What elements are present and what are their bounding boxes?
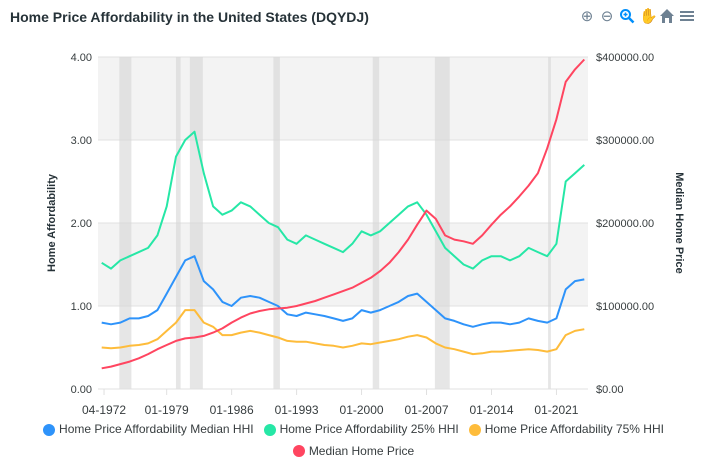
legend-marker (263, 423, 276, 436)
series-line-3 (101, 58, 586, 370)
recession-band (372, 57, 380, 389)
zoom-in-icon[interactable]: ⊕ (580, 8, 594, 25)
legend-label: Median Home Price (308, 443, 415, 458)
y-tick-label: 2.00 (71, 218, 92, 230)
y-tick-label: 1.00 (71, 301, 92, 313)
recession-band (119, 57, 132, 389)
x-tick-label: 04-1972 (82, 403, 126, 417)
legend-item[interactable]: Home Price Affordability 25% HHI (263, 420, 459, 439)
y-right-tick-label: $300000.00 (596, 135, 654, 147)
y-right-tick-label: $100000.00 (596, 301, 654, 313)
grid-band (98, 57, 588, 140)
legend-item[interactable]: Median Home Price (292, 442, 415, 461)
recession-band (175, 57, 181, 389)
y-right-tick-label: $200000.00 (596, 218, 654, 230)
legend-marker (292, 445, 305, 457)
selection-zoom-icon[interactable] (619, 8, 635, 26)
x-tick-label: 01-2000 (340, 403, 384, 417)
recession-band (273, 57, 280, 389)
legend-item[interactable]: Home Price Affordability Median HHI (43, 420, 254, 439)
y-tick-label: 3.00 (71, 135, 92, 147)
recession-band (189, 57, 203, 389)
y-tick-label: 0.00 (71, 384, 92, 396)
legend-marker (468, 423, 481, 436)
y-right-tick-label: $400000.00 (596, 52, 654, 64)
y-axis-title: Home Affordability (46, 173, 58, 272)
recession-band (434, 57, 450, 389)
grid-band (98, 223, 588, 306)
y-tick-label: 4.00 (71, 52, 92, 64)
series-line-2 (101, 309, 585, 356)
x-tick-label: 01-2007 (404, 403, 448, 417)
legend-marker (43, 423, 56, 436)
legend-label: Home Price Affordability 75% HHI (484, 422, 664, 436)
series-line-0 (101, 255, 585, 328)
zoom-out-icon[interactable]: ⊖ (600, 8, 614, 25)
legend-label: Home Price Affordability 25% HHI (279, 422, 459, 436)
series-line-1 (101, 130, 585, 270)
menu-icon[interactable] (679, 8, 695, 26)
x-tick-label: 01-1986 (210, 403, 254, 417)
x-tick-label: 01-1993 (275, 403, 319, 417)
plot-area[interactable]: 0.00 $0.00 1.00 $100000.00 2.00 $200000.00 3.0… (0, 0, 707, 420)
x-tick-label: 01-1979 (145, 403, 189, 417)
home-icon[interactable] (659, 8, 675, 26)
legend: Home Price Affordability Median HHI Home … (0, 420, 707, 463)
chart-toolbar: ⊕ ⊖ ✋ (579, 8, 695, 26)
legend-item[interactable]: Home Price Affordability 75% HHI (468, 420, 664, 439)
pan-hand-icon[interactable]: ✋ (639, 8, 658, 25)
recession-band (548, 57, 551, 389)
chart-title: Home Price Affordability in the United S… (10, 9, 369, 25)
legend-label: Home Price Affordability Median HHI (59, 422, 254, 436)
y-right-tick-label: $0.00 (596, 384, 624, 396)
x-tick-label: 01-2021 (534, 403, 578, 417)
y-right-axis-title: Median Home Price (673, 172, 685, 273)
x-tick-label: 01-2014 (469, 403, 513, 417)
